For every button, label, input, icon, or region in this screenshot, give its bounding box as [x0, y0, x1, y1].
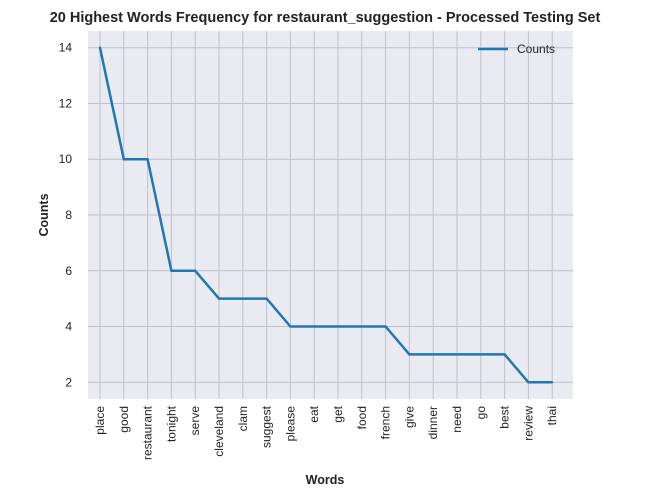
- data-point: [194, 269, 197, 272]
- data-point: [241, 297, 244, 300]
- x-tick-label: give: [402, 406, 416, 428]
- data-point: [479, 353, 482, 356]
- y-tick-label: 14: [59, 41, 73, 55]
- x-tick-label: get: [331, 405, 345, 422]
- x-tick-label: review: [521, 406, 535, 441]
- legend: Counts: [478, 42, 555, 56]
- x-tick-label: please: [283, 406, 297, 442]
- x-tick-label: eat: [307, 405, 321, 422]
- data-point: [313, 325, 316, 328]
- x-tick-labels: place good restaurant tonight serve cleveland…: [93, 405, 559, 460]
- data-point: [551, 381, 554, 384]
- data-point: [432, 353, 435, 356]
- y-tick-labels: 2 4 6 8 10 12 14: [59, 41, 73, 390]
- y-tick-label: 4: [65, 320, 72, 334]
- data-point: [146, 158, 149, 161]
- data-point: [289, 325, 292, 328]
- x-tick-label: serve: [188, 406, 202, 436]
- y-tick-label: 10: [59, 152, 73, 166]
- x-tick-label: suggest: [260, 405, 274, 448]
- data-point: [122, 158, 126, 161]
- legend-label-counts: Counts: [517, 42, 555, 56]
- y-axis-label: Counts: [37, 193, 51, 236]
- x-tick-label: restaurant: [141, 405, 155, 460]
- x-tick-label: place: [93, 406, 107, 435]
- x-tick-label: go: [474, 406, 488, 420]
- x-tick-label: best: [498, 405, 512, 428]
- data-point: [170, 269, 173, 272]
- data-point: [527, 381, 530, 384]
- x-axis-label: Words: [306, 473, 345, 487]
- data-point: [455, 353, 459, 356]
- data-point: [384, 325, 387, 328]
- x-tick-label: good: [117, 406, 131, 433]
- data-point: [336, 325, 340, 328]
- x-tick-label: dinner: [426, 406, 440, 439]
- x-tick-label: clam: [236, 406, 250, 431]
- x-tick-label: cleveland: [212, 406, 226, 457]
- y-tick-label: 2: [65, 375, 72, 389]
- data-point: [98, 46, 102, 49]
- x-tick-label: food: [355, 406, 369, 429]
- series-line: [98, 47, 553, 384]
- data-point: [408, 353, 411, 356]
- x-tick-label: thai: [545, 406, 559, 425]
- y-tick-label: 8: [65, 208, 72, 222]
- y-tick-label: 6: [65, 264, 72, 278]
- x-gridlines: [99, 31, 553, 399]
- chart-title: 20 Highest Words Frequency for restauran…: [50, 10, 601, 26]
- data-point: [503, 353, 506, 356]
- series-layer: [98, 46, 554, 384]
- data-point: [360, 325, 363, 328]
- data-point: [265, 297, 268, 300]
- y-tick-label: 12: [59, 96, 73, 110]
- x-tick-label: french: [379, 406, 393, 439]
- x-tick-label: need: [450, 406, 464, 433]
- data-point: [217, 297, 221, 300]
- x-tick-label: tonight: [164, 405, 178, 442]
